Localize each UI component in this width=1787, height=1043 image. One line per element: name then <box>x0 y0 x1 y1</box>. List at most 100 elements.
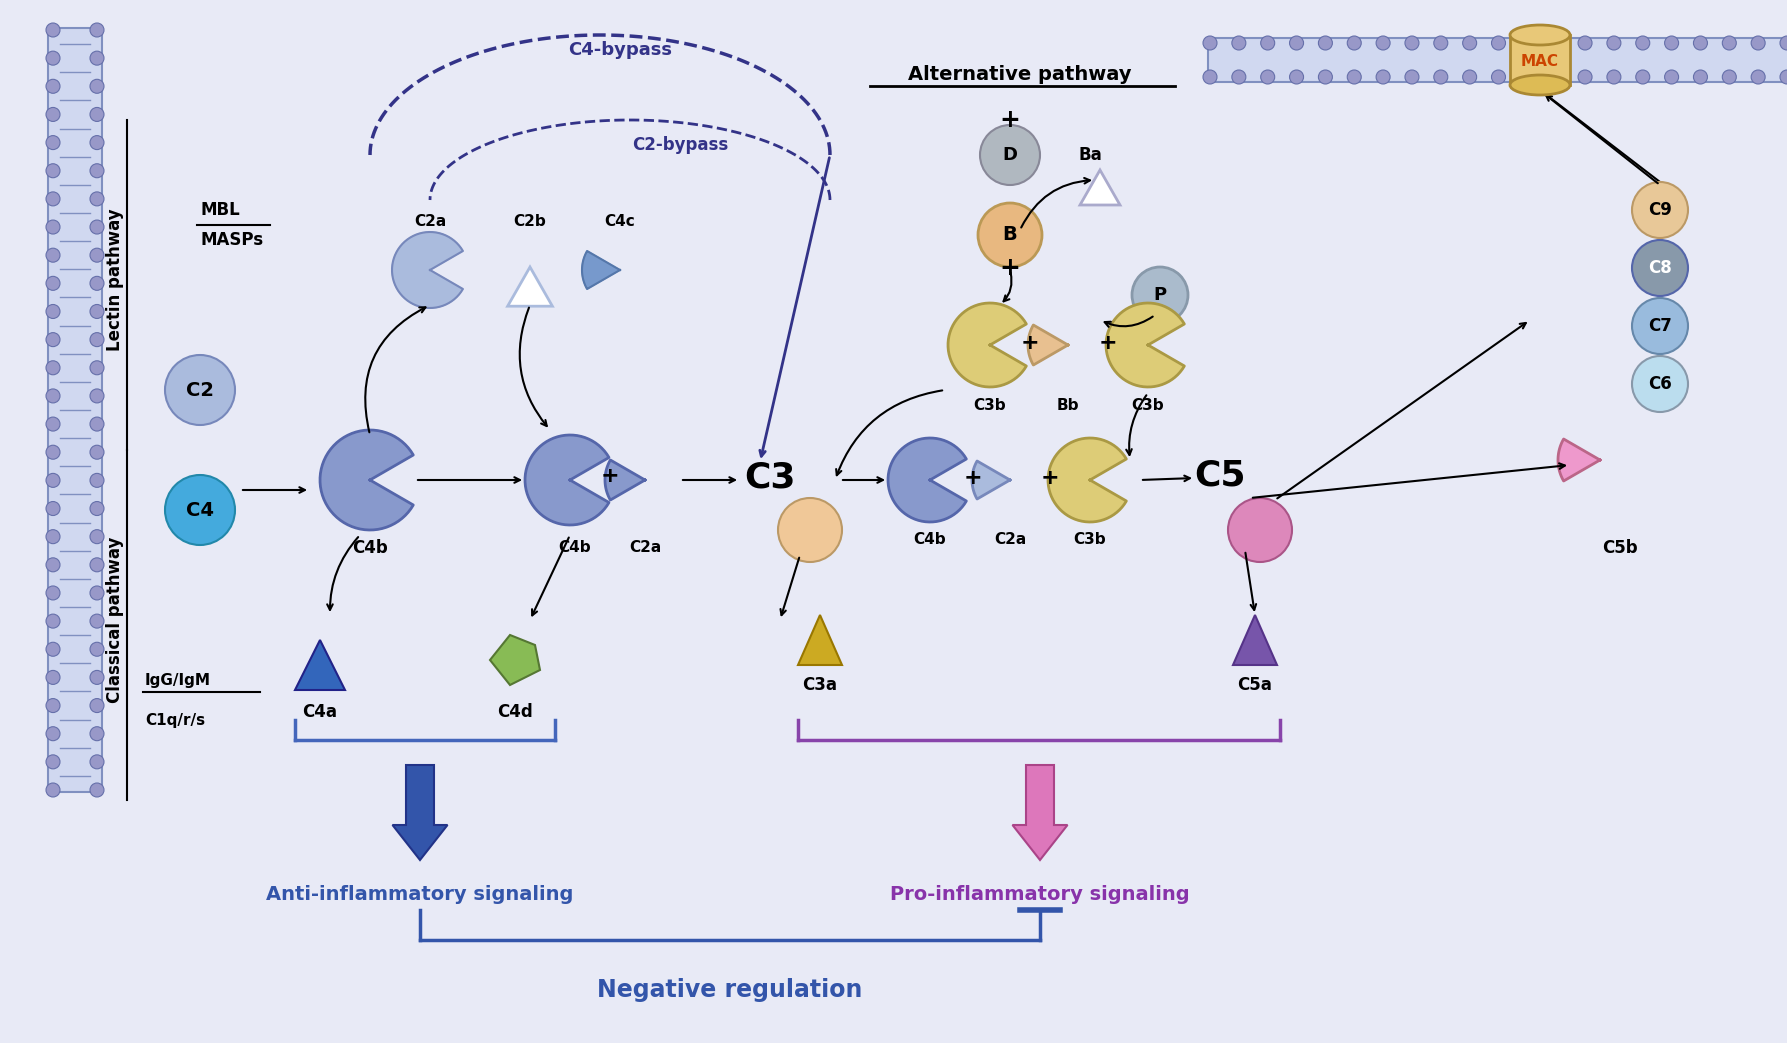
Text: Lectin pathway: Lectin pathway <box>105 209 123 351</box>
Polygon shape <box>490 635 540 685</box>
Circle shape <box>1462 70 1476 84</box>
Polygon shape <box>1558 439 1599 481</box>
Circle shape <box>89 164 104 177</box>
Circle shape <box>46 755 61 769</box>
Ellipse shape <box>1510 25 1571 45</box>
Circle shape <box>46 699 61 712</box>
Circle shape <box>89 305 104 318</box>
Circle shape <box>89 417 104 431</box>
Circle shape <box>1290 37 1303 50</box>
Circle shape <box>1347 70 1362 84</box>
Text: Anti-inflammatory signaling: Anti-inflammatory signaling <box>266 886 574 904</box>
Text: +: + <box>963 468 983 488</box>
Circle shape <box>89 614 104 628</box>
Polygon shape <box>320 430 413 530</box>
Circle shape <box>89 333 104 346</box>
Text: C8: C8 <box>1648 259 1673 277</box>
Text: C6: C6 <box>1648 375 1673 393</box>
Polygon shape <box>525 435 609 525</box>
Circle shape <box>89 727 104 741</box>
Text: C3b: C3b <box>1131 397 1165 412</box>
Text: Bb: Bb <box>1056 397 1079 412</box>
Text: C2: C2 <box>186 381 214 399</box>
Text: C2-bypass: C2-bypass <box>633 136 727 154</box>
Circle shape <box>1635 37 1649 50</box>
Circle shape <box>46 727 61 741</box>
Circle shape <box>1780 37 1787 50</box>
Text: Alternative pathway: Alternative pathway <box>908 66 1131 84</box>
Circle shape <box>1462 37 1476 50</box>
Circle shape <box>1203 70 1217 84</box>
Circle shape <box>1492 70 1505 84</box>
FancyArrow shape <box>393 765 447 860</box>
Circle shape <box>46 248 61 262</box>
Text: Classical pathway: Classical pathway <box>105 537 123 703</box>
Text: P: P <box>1153 286 1167 304</box>
Circle shape <box>1231 70 1246 84</box>
Text: C2b: C2b <box>513 215 547 229</box>
Circle shape <box>1492 37 1505 50</box>
Circle shape <box>1632 181 1689 238</box>
Polygon shape <box>1028 325 1069 365</box>
Polygon shape <box>1047 438 1126 522</box>
Circle shape <box>46 136 61 149</box>
Circle shape <box>46 361 61 374</box>
Circle shape <box>1694 70 1707 84</box>
Circle shape <box>89 642 104 656</box>
Polygon shape <box>972 461 1010 499</box>
Polygon shape <box>295 640 345 690</box>
Circle shape <box>1632 356 1689 412</box>
Text: C4b: C4b <box>559 540 591 556</box>
Ellipse shape <box>1510 75 1571 95</box>
Circle shape <box>46 558 61 572</box>
Circle shape <box>46 192 61 205</box>
Circle shape <box>1780 70 1787 84</box>
Circle shape <box>89 79 104 93</box>
Circle shape <box>46 164 61 177</box>
Circle shape <box>89 586 104 600</box>
Circle shape <box>1607 37 1621 50</box>
Circle shape <box>89 389 104 403</box>
Text: C4d: C4d <box>497 703 533 721</box>
Circle shape <box>89 23 104 37</box>
Text: C2a: C2a <box>994 533 1026 548</box>
Circle shape <box>1433 37 1447 50</box>
Text: +: + <box>1040 468 1060 488</box>
Circle shape <box>979 125 1040 185</box>
Circle shape <box>89 220 104 234</box>
Circle shape <box>1632 298 1689 354</box>
Circle shape <box>89 530 104 543</box>
Circle shape <box>1376 70 1390 84</box>
Circle shape <box>1260 70 1274 84</box>
Circle shape <box>1260 37 1274 50</box>
Circle shape <box>89 502 104 515</box>
Circle shape <box>1549 37 1564 50</box>
Circle shape <box>1723 70 1737 84</box>
Text: C4b: C4b <box>913 533 947 548</box>
Circle shape <box>1405 37 1419 50</box>
Text: +: + <box>999 108 1020 132</box>
Polygon shape <box>508 267 552 307</box>
Circle shape <box>89 474 104 487</box>
Circle shape <box>1751 37 1766 50</box>
FancyBboxPatch shape <box>48 28 102 792</box>
Text: C4: C4 <box>186 501 214 519</box>
Circle shape <box>777 498 842 562</box>
Circle shape <box>164 355 236 425</box>
Circle shape <box>1549 70 1564 84</box>
Bar <box>1510 35 1571 84</box>
Polygon shape <box>1079 170 1120 205</box>
Circle shape <box>89 755 104 769</box>
Text: C3: C3 <box>743 461 795 495</box>
Polygon shape <box>799 615 842 665</box>
Text: C4c: C4c <box>604 215 636 229</box>
Circle shape <box>46 417 61 431</box>
Text: IgG/IgM: IgG/IgM <box>145 673 211 687</box>
Text: C2a: C2a <box>415 215 447 229</box>
Text: B: B <box>1003 225 1017 244</box>
Circle shape <box>89 276 104 290</box>
Text: C1q/r/s: C1q/r/s <box>145 712 206 728</box>
Polygon shape <box>1106 304 1185 387</box>
Text: +: + <box>999 256 1020 280</box>
Circle shape <box>89 51 104 65</box>
